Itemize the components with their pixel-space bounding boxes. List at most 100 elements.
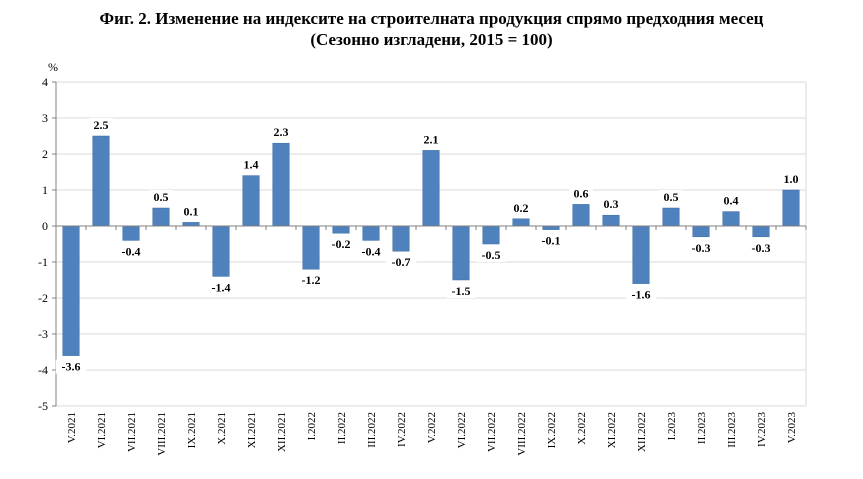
y-tick-label: 3	[42, 111, 48, 125]
data-label-bg	[599, 197, 623, 212]
data-label: 0.5	[154, 190, 169, 204]
data-label: 0.5	[664, 190, 679, 204]
data-label: -0.2	[332, 237, 351, 251]
x-tick-label: XII.2021	[276, 412, 288, 452]
bar	[152, 207, 170, 227]
x-tick-label: VIII.2022	[516, 412, 528, 456]
x-tick-label: IX.2021	[186, 412, 198, 448]
x-tick-label: X.2022	[576, 412, 588, 445]
y-tick-label: 2	[42, 147, 48, 161]
bar	[452, 225, 470, 281]
data-label-bg	[659, 190, 683, 204]
x-tick-label: I.2023	[666, 412, 678, 441]
x-tick-label: XI.2021	[246, 412, 258, 448]
x-tick-label: V.2022	[426, 412, 438, 443]
y-tick-label: -5	[38, 399, 48, 413]
data-label-bg	[509, 200, 533, 215]
chart-title-line2: (Сезонно изгладени, 2015 = 100)	[310, 30, 553, 49]
x-tick-label: XII.2022	[636, 412, 648, 452]
x-tick-label: IX.2022	[546, 412, 558, 448]
bar	[542, 225, 560, 230]
x-tick-label: VI.2021	[96, 412, 108, 448]
x-tick-label: XI.2022	[606, 412, 618, 448]
bar	[512, 218, 530, 227]
data-label: -1.5	[452, 284, 471, 298]
data-label-bg	[535, 233, 567, 248]
data-label-bg	[149, 190, 173, 204]
bar	[62, 225, 80, 356]
x-tick-label: X.2021	[216, 412, 228, 445]
chart-title: Фиг. 2. Изменение на индексите на строит…	[0, 8, 863, 50]
y-tick-label: 4	[42, 75, 48, 89]
data-label: 2.3	[274, 125, 289, 139]
y-tick-label: 1	[42, 183, 48, 197]
y-tick-label: -2	[38, 291, 48, 305]
data-label: -0.4	[122, 244, 141, 258]
y-tick-label: -1	[38, 255, 48, 269]
data-label-bg	[325, 237, 357, 252]
chart-title-line1: Фиг. 2. Изменение на индексите на строит…	[99, 9, 764, 28]
data-label-bg	[239, 157, 263, 172]
data-label: -0.7	[392, 255, 411, 269]
data-label-bg	[685, 240, 717, 255]
x-tick-label: VIII.2021	[156, 412, 168, 456]
x-tick-label: I.2022	[306, 412, 318, 440]
axes	[52, 81, 807, 407]
bar	[332, 225, 350, 234]
x-tick-label: IV.2022	[396, 412, 408, 447]
data-label: -1.2	[302, 273, 321, 287]
data-label: -3.6	[62, 360, 81, 374]
x-tick-label: II.2023	[696, 412, 708, 445]
data-label-bg	[179, 204, 203, 219]
data-label-bg	[89, 118, 113, 132]
bar	[572, 204, 590, 227]
data-label-bg	[295, 273, 327, 288]
bar	[602, 214, 620, 227]
x-tick-label: V.2023	[786, 412, 798, 444]
data-label-bg	[269, 125, 293, 140]
data-label: -1.6	[632, 288, 651, 302]
data-label: 0.1	[184, 204, 199, 218]
y-tick-labels: 4 3 2 1 0 -1 -2 -3 -4 -5	[38, 75, 48, 413]
data-label-bg	[779, 172, 803, 186]
data-label: -0.1	[542, 234, 561, 248]
data-label-bg	[719, 193, 743, 208]
data-label: 0.3	[604, 197, 619, 211]
bar	[782, 189, 800, 227]
data-label: 0.6	[574, 186, 589, 200]
x-tick-label: III.2023	[726, 412, 738, 448]
bar	[122, 225, 140, 241]
bar	[392, 225, 410, 252]
data-labels: -3.62.5-0.40.50.1-1.41.42.3-1.2-0.2-0.4-…	[55, 118, 803, 374]
x-tick-labels: V.2021 VI.2021 VII.2021 VIII.2021 IX.2021 X.2…	[66, 412, 798, 456]
x-tick-label: VII.2022	[486, 412, 498, 452]
y-axis-unit-label: %	[48, 60, 58, 74]
bar	[302, 225, 320, 270]
data-label: -0.4	[362, 244, 381, 258]
bar	[422, 150, 440, 227]
bar	[92, 135, 110, 227]
bar	[752, 225, 770, 238]
y-tick-label: -3	[38, 327, 48, 341]
bar	[242, 175, 260, 227]
data-label-bg	[569, 186, 593, 201]
x-tick-label: II.2022	[336, 412, 348, 444]
data-label: 0.2	[514, 201, 529, 215]
x-tick-label: V.2021	[66, 412, 78, 443]
bar	[362, 225, 380, 241]
data-label: 1.4	[244, 158, 259, 172]
data-label-bg	[205, 280, 237, 295]
bar	[632, 225, 650, 284]
data-label-bg	[355, 244, 387, 259]
bar	[182, 222, 200, 227]
x-tick-label: VII.2021	[126, 412, 138, 452]
bar	[662, 207, 680, 227]
data-label: 1.0	[784, 172, 799, 186]
data-label-bg	[385, 255, 417, 270]
data-label-bg	[445, 284, 477, 298]
bar	[272, 142, 290, 227]
x-tick-label: VI.2022	[456, 412, 468, 448]
data-label: -1.4	[212, 280, 231, 294]
data-label-bg	[419, 132, 443, 147]
data-label-bg	[475, 248, 507, 262]
